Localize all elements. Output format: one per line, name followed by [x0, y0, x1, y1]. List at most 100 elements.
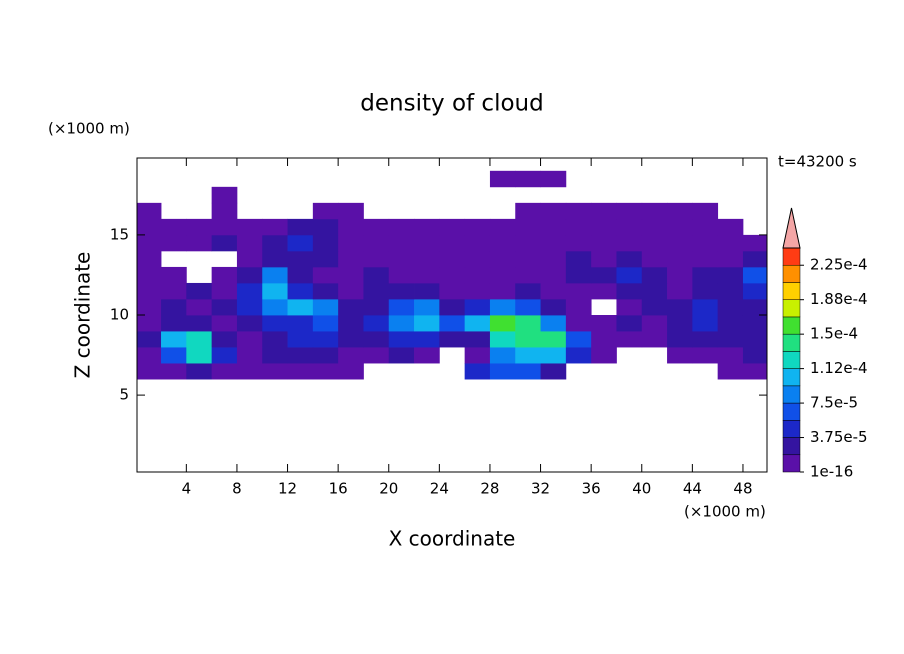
x-axis-title: X coordinate: [389, 527, 516, 551]
contour-cell: [591, 315, 617, 332]
contour-cell: [692, 347, 719, 364]
contour-cell: [312, 315, 339, 332]
x-tick-label: 12: [278, 480, 297, 498]
contour-cell: [161, 315, 187, 332]
contour-cell: [414, 347, 440, 364]
contour-cell: [565, 202, 592, 220]
contour-cell: [439, 266, 466, 284]
contour-cell: [591, 250, 617, 268]
contour-cell: [161, 347, 187, 364]
contour-cell: [287, 218, 314, 236]
contour-cell: [515, 363, 541, 380]
contour-cell: [515, 250, 541, 268]
contour-cell: [692, 266, 719, 284]
contour-cell: [262, 331, 288, 348]
contour-cell: [161, 298, 187, 316]
contour-cell: [742, 347, 767, 364]
contour-cell: [414, 250, 440, 268]
contour-cell: [540, 218, 567, 236]
contour-cell: [338, 234, 364, 252]
contour-cell: [565, 266, 592, 284]
contour-cell: [540, 331, 567, 348]
contour-cell: [717, 266, 744, 284]
contour-cell: [388, 218, 415, 236]
contour-cell: [287, 363, 314, 380]
contour-cell: [667, 218, 693, 236]
colorbar-band: [782, 264, 801, 283]
colorbar-band: [782, 420, 801, 438]
contour-cell: [137, 298, 162, 316]
colorbar-band: [782, 437, 801, 456]
contour-cell: [515, 170, 541, 188]
contour-cell: [312, 298, 339, 316]
x-tick-label: 28: [480, 480, 499, 498]
contour-cell: [641, 250, 668, 268]
contour-cell: [388, 315, 415, 332]
colorbar-band: [782, 333, 801, 352]
contour-field: [137, 170, 767, 380]
contour-cell: [262, 234, 288, 252]
contour-cell: [489, 234, 516, 252]
colorbar-tick-label: 1.12e-4: [810, 359, 868, 377]
contour-cell: [464, 315, 491, 332]
contour-cell: [338, 202, 364, 220]
colorbar-band: [782, 282, 801, 300]
contour-cell: [262, 298, 288, 316]
contour-cell: [464, 218, 491, 236]
contour-cell: [515, 298, 541, 316]
contour-cell: [717, 347, 744, 364]
y-tick-label: 15: [110, 225, 129, 243]
contour-cell: [717, 363, 744, 380]
contour-cell: [540, 282, 567, 300]
contour-cell: [616, 298, 643, 316]
contour-cell: [540, 315, 567, 332]
contour-cell: [489, 266, 516, 284]
colorbar-tick-label: 2.25e-4: [810, 256, 868, 274]
contour-cell: [186, 331, 213, 348]
x-tick-label: 20: [379, 480, 398, 498]
contour-cell: [692, 331, 719, 348]
chart-title: density of cloud: [360, 91, 543, 117]
contour-cell: [236, 218, 263, 236]
contour-cell: [287, 315, 314, 332]
contour-cell: [414, 234, 440, 252]
contour-cell: [464, 266, 491, 284]
contour-cell: [717, 331, 744, 348]
contour-cell: [641, 298, 668, 316]
contour-cell: [717, 315, 744, 332]
contour-cell: [464, 347, 491, 364]
contour-cell: [540, 234, 567, 252]
colorbar-band: [782, 299, 801, 318]
contour-cell: [616, 234, 643, 252]
contour-cell: [742, 363, 767, 380]
contour-cell: [464, 331, 491, 348]
contour-cell: [186, 315, 213, 332]
contour-cell: [692, 298, 719, 316]
contour-cell: [515, 202, 541, 220]
contour-cell: [515, 218, 541, 236]
contour-cell: [363, 282, 390, 300]
contour-cell: [338, 331, 364, 348]
contour-cell: [515, 282, 541, 300]
contour-cell: [262, 250, 288, 268]
contour-cell: [565, 315, 592, 332]
contour-cell: [489, 331, 516, 348]
contour-cell: [591, 218, 617, 236]
contour-cell: [338, 347, 364, 364]
contour-cell: [540, 202, 567, 220]
contour-cell: [515, 234, 541, 252]
contour-cell: [262, 347, 288, 364]
colorbar-tick-label: 1.5e-4: [810, 325, 858, 343]
contour-cell: [414, 218, 440, 236]
contour-cell: [363, 250, 390, 268]
y-axis-title: Z coordinate: [71, 252, 95, 379]
y-tick-label: 5: [119, 386, 129, 404]
contour-cell: [489, 218, 516, 236]
contour-cell: [439, 282, 466, 300]
contour-cell: [236, 331, 263, 348]
colorbar-tick-label: 1.88e-4: [810, 290, 868, 308]
x-tick-label: 40: [632, 480, 651, 498]
x-tick-label: 8: [232, 480, 242, 498]
contour-cell: [565, 331, 592, 348]
